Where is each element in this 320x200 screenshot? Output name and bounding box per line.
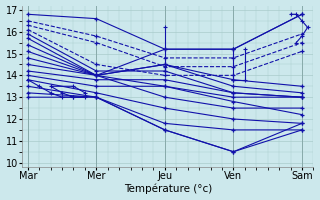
- X-axis label: Température (°c): Température (°c): [124, 184, 212, 194]
